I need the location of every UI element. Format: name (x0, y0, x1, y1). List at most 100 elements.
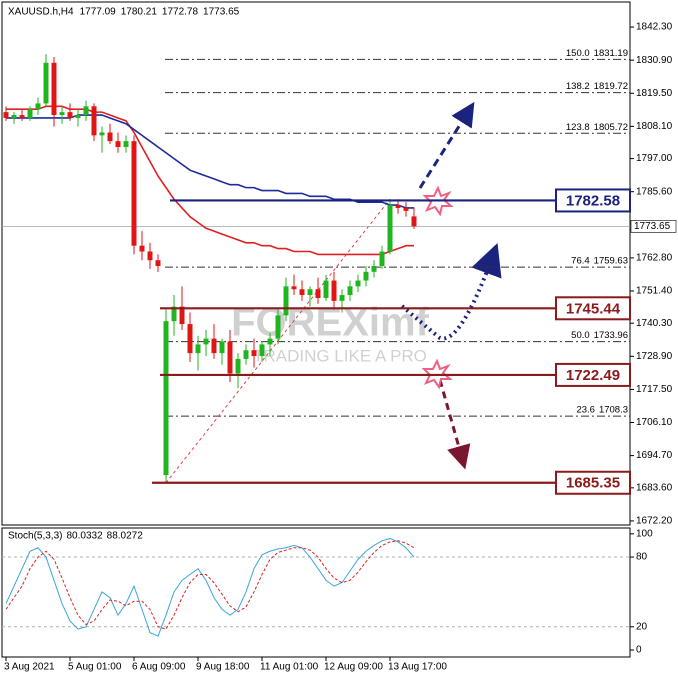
candle-body (11, 115, 17, 118)
stoch-value: 88.0272 (107, 531, 144, 542)
fib-ratio: 123.8 (566, 122, 590, 133)
candle-body (323, 280, 329, 298)
candle-body (259, 344, 265, 357)
fib-ratio: 76.4 (571, 256, 590, 267)
stoch-tick-label: 0 (636, 645, 642, 656)
y-tick-label: 1762.80 (636, 253, 673, 264)
fib-price: 1805.72 (594, 122, 628, 133)
candle-body (83, 106, 89, 116)
candle-body (403, 207, 409, 211)
stoch-tick-label: 100 (636, 528, 653, 539)
fib-ratio: 150.0 (566, 48, 590, 59)
candle-body (43, 62, 49, 104)
y-tick-label: 1819.50 (636, 88, 673, 99)
candle-body (227, 341, 233, 374)
candle-body (99, 132, 105, 136)
y-tick-label: 1785.60 (636, 186, 673, 197)
level-box (555, 362, 631, 387)
candle-body (347, 286, 353, 296)
ohlc-low: 1772.78 (162, 7, 199, 18)
candle-body (131, 141, 137, 246)
x-tick-label: 6 Aug 09:00 (132, 662, 186, 673)
y-tick-label: 1842.30 (636, 22, 673, 33)
symbol: XAUUSD.h,H4 (8, 7, 74, 18)
arrow-up (418, 101, 475, 189)
candle-body (283, 286, 289, 316)
level-label: 1782.58 (566, 192, 620, 209)
level-label: 1745.44 (566, 300, 621, 317)
stoch-tick-label: 20 (636, 621, 648, 632)
x-tick-label: 3 Aug 2021 (4, 662, 55, 673)
candle-body (59, 112, 65, 116)
candle-body (339, 295, 345, 301)
y-tick-label: 1694.70 (636, 450, 673, 461)
candle-body (299, 289, 305, 296)
candle-body (27, 109, 33, 118)
candle-body (379, 251, 385, 267)
y-tick-label: 1797.00 (636, 153, 673, 164)
stoch-value: 80.0332 (66, 531, 103, 542)
candle-body (187, 324, 193, 354)
candle-body (395, 205, 401, 208)
stoch-line (5, 537, 415, 637)
candle-body (51, 62, 57, 116)
y-tick-label: 1717.50 (636, 384, 673, 395)
watermark-text: TRADING LIKE A PRO (253, 346, 427, 365)
candle-body (179, 306, 185, 325)
x-tick-label: 9 Aug 18:00 (196, 662, 250, 673)
candle-body (211, 338, 217, 354)
candle-body (35, 103, 41, 110)
candle-body (243, 350, 249, 359)
candle-body (171, 306, 177, 322)
candle-body (331, 280, 337, 301)
fib-ratio: 138.2 (566, 81, 590, 92)
candle-body (19, 115, 25, 118)
y-tick-label: 1740.30 (636, 318, 673, 329)
y-tick-label: 1672.20 (636, 516, 673, 527)
y-tick-label: 1706.10 (636, 417, 673, 428)
candle-body (307, 289, 313, 296)
level-label: 1722.49 (566, 367, 620, 384)
candle-body (203, 338, 209, 345)
arrow-down (438, 379, 471, 470)
y-tick-label: 1830.90 (636, 55, 673, 66)
watermark-text: FOREXimf (231, 301, 429, 345)
stoch-line (5, 540, 415, 630)
stoch-frame (1, 527, 631, 658)
candle-body (251, 350, 257, 357)
candle-body (219, 341, 225, 354)
candle-body (387, 205, 393, 252)
candle-body (115, 141, 121, 147)
x-tick-label: 11 Aug 01:00 (260, 662, 319, 673)
candle-body (275, 315, 281, 339)
candle-body (155, 260, 161, 267)
level-box (555, 296, 631, 321)
candle-body (75, 115, 81, 118)
level-box (555, 470, 631, 495)
main-frame (1, 1, 631, 526)
moving-average (6, 105, 414, 256)
fib-price: 1708.3 (599, 405, 628, 416)
x-tick-label: 12 Aug 09:00 (324, 662, 383, 673)
candle-body (147, 251, 153, 261)
level-label: 1685.35 (566, 475, 620, 492)
candle-body (107, 132, 113, 142)
candle-body (67, 112, 73, 118)
y-tick-label: 1683.60 (636, 482, 673, 493)
candle-body (267, 338, 273, 345)
candle-body (91, 106, 97, 136)
fib-price: 1831.19 (594, 48, 628, 59)
fib-price: 1819.72 (594, 81, 628, 92)
fib-ratio: 50.0 (571, 330, 590, 341)
x-tick-label: 13 Aug 17:00 (388, 662, 447, 673)
fib-price: 1759.63 (594, 256, 628, 267)
level-box (555, 188, 631, 213)
x-tick-label: 5 Aug 01:00 (68, 662, 122, 673)
candle-body (139, 245, 145, 252)
y-tick-label: 1728.90 (636, 351, 673, 362)
candle-body (291, 286, 297, 290)
candle-body (355, 280, 361, 287)
